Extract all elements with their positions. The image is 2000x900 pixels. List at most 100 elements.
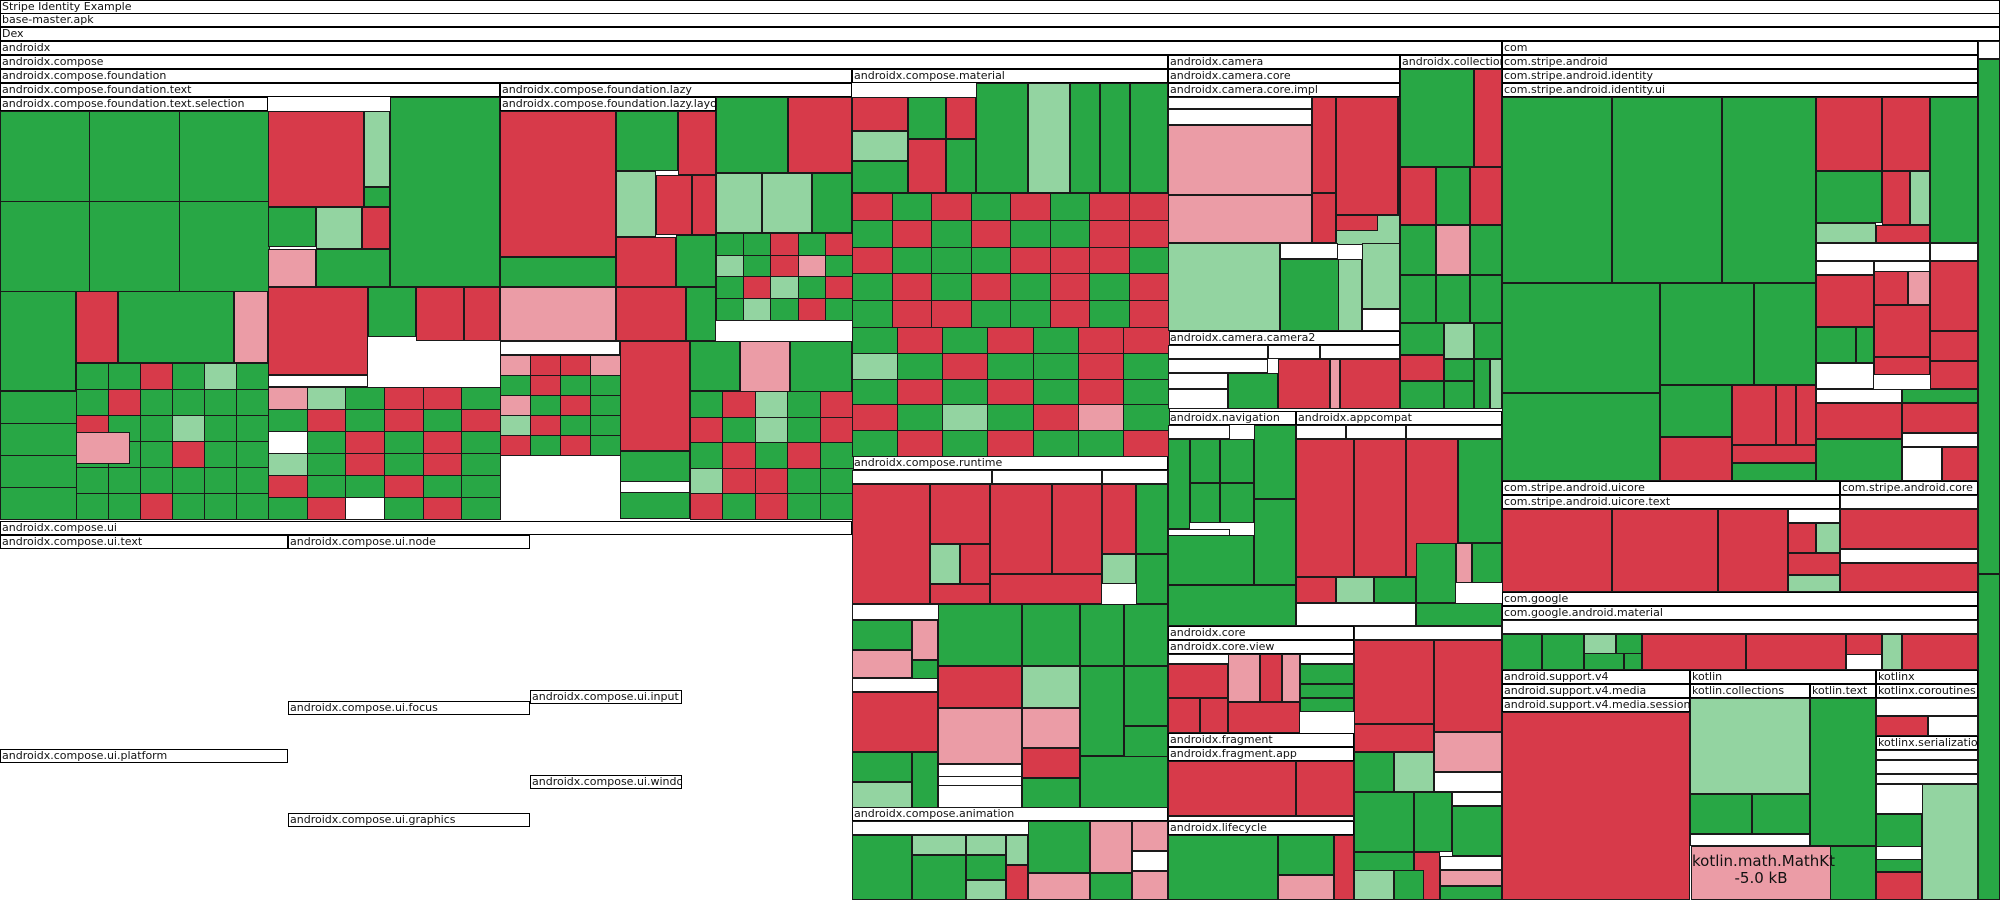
class-cell-471[interactable]: [1930, 331, 1978, 361]
class-cell-222[interactable]: [971, 247, 1012, 275]
class-cell-219[interactable]: [852, 247, 893, 275]
class-cell-200[interactable]: [1070, 83, 1100, 193]
class-cell-492[interactable]: [1612, 509, 1718, 592]
class-cell-266[interactable]: [942, 404, 989, 431]
class-cell-11[interactable]: [0, 423, 77, 456]
class-cell-370[interactable]: [1436, 275, 1470, 323]
class-cell-186[interactable]: [755, 493, 789, 520]
class-cell-307[interactable]: [1124, 666, 1168, 726]
class-cell-475[interactable]: [1660, 385, 1732, 437]
class-cell-449[interactable]: [1882, 97, 1930, 171]
class-cell-81[interactable]: [423, 431, 463, 454]
class-cell-270[interactable]: [1123, 404, 1170, 431]
class-cell-464[interactable]: [1874, 271, 1908, 305]
class-cell-108[interactable]: [616, 237, 676, 287]
class-cell-375[interactable]: [1400, 355, 1444, 381]
class-cell-50[interactable]: [76, 432, 130, 464]
class-cell-169[interactable]: [690, 417, 724, 444]
package-header[interactable]: androidx.navigation: [1168, 411, 1296, 425]
class-cell-509[interactable]: [1584, 634, 1616, 654]
class-cell-456[interactable]: [1816, 243, 1930, 261]
class-cell-216[interactable]: [1050, 220, 1091, 248]
package-header[interactable]: androidx.compose.ui.graphics: [288, 813, 530, 827]
class-cell-529[interactable]: [1876, 774, 1978, 784]
class-cell-517[interactable]: [1502, 712, 1690, 900]
class-cell-349[interactable]: [1362, 243, 1400, 309]
class-cell-220[interactable]: [892, 247, 933, 275]
class-cell-493[interactable]: [1718, 509, 1788, 592]
package-header[interactable]: androidx.compose.foundation.text.selecti…: [0, 97, 268, 111]
class-cell-462[interactable]: [1754, 283, 1816, 385]
class-cell-126[interactable]: [743, 276, 772, 299]
class-cell-439[interactable]: [1168, 835, 1278, 900]
class-cell-210[interactable]: [1129, 193, 1170, 221]
class-cell-514[interactable]: [1882, 634, 1902, 670]
package-header[interactable]: androidx.compose.foundation: [0, 69, 852, 83]
class-cell-369[interactable]: [1400, 275, 1436, 323]
class-cell-532[interactable]: [1922, 784, 1978, 900]
class-cell-247[interactable]: [1033, 327, 1080, 354]
class-cell-512[interactable]: [1746, 634, 1846, 670]
class-cell-76[interactable]: [461, 409, 501, 432]
class-cell-165[interactable]: [722, 391, 756, 418]
class-cell-159[interactable]: [590, 435, 621, 456]
class-cell-142[interactable]: [560, 355, 591, 376]
class-cell-445[interactable]: [1502, 97, 1612, 283]
class-cell-431[interactable]: [1414, 792, 1452, 852]
class-cell-275[interactable]: [1033, 430, 1080, 457]
class-cell-161[interactable]: [690, 341, 740, 391]
class-cell-168[interactable]: [820, 391, 854, 418]
class-cell-328[interactable]: [1028, 821, 1090, 873]
class-cell-478[interactable]: [1796, 385, 1816, 445]
package-header[interactable]: androidx.compose.ui.text: [0, 535, 288, 549]
class-cell-96[interactable]: [307, 497, 347, 520]
class-cell-380[interactable]: [1444, 381, 1474, 409]
class-cell-204[interactable]: [892, 193, 933, 221]
class-cell-359[interactable]: [1340, 359, 1400, 409]
package-header[interactable]: kotlinx: [1876, 670, 1978, 684]
class-cell-40[interactable]: [140, 467, 173, 494]
class-cell-330[interactable]: [1132, 821, 1168, 851]
class-cell-109[interactable]: [676, 235, 716, 287]
class-cell-82[interactable]: [461, 431, 501, 454]
class-cell-146[interactable]: [560, 375, 591, 396]
class-cell-87[interactable]: [423, 453, 463, 476]
class-cell-468[interactable]: [1856, 327, 1874, 363]
class-cell-149[interactable]: [530, 395, 561, 416]
package-header[interactable]: androidx.camera.core.impl: [1168, 83, 1400, 97]
class-cell-381[interactable]: [1168, 425, 1230, 439]
class-cell-277[interactable]: [1123, 430, 1170, 457]
class-cell-235[interactable]: [852, 300, 893, 328]
class-cell-476[interactable]: [1732, 385, 1776, 445]
class-cell-217[interactable]: [1089, 220, 1130, 248]
class-cell-341[interactable]: [1336, 97, 1398, 215]
class-cell-12[interactable]: [0, 455, 77, 488]
class-cell-97[interactable]: [345, 497, 385, 520]
class-cell-479[interactable]: [1816, 389, 1902, 403]
class-cell-241[interactable]: [1089, 300, 1130, 328]
class-cell-495[interactable]: [1840, 495, 1978, 509]
class-cell-400[interactable]: [1336, 577, 1374, 603]
class-cell-83[interactable]: [268, 453, 308, 476]
class-cell-52[interactable]: [364, 111, 390, 187]
class-cell-470[interactable]: [1874, 357, 1930, 375]
class-cell-316[interactable]: [1080, 756, 1168, 808]
class-cell-254[interactable]: [1033, 353, 1080, 380]
class-cell-278[interactable]: [852, 470, 992, 484]
class-cell-156[interactable]: [500, 435, 531, 456]
class-cell-526[interactable]: [1928, 716, 1978, 736]
class-cell-436[interactable]: [1440, 856, 1502, 870]
class-cell-89[interactable]: [268, 475, 308, 498]
class-cell-273[interactable]: [942, 430, 989, 457]
class-cell-276[interactable]: [1078, 430, 1125, 457]
class-cell-5[interactable]: [179, 201, 270, 292]
package-header[interactable]: androidx.compose.ui.window: [530, 775, 682, 789]
class-cell-181[interactable]: [755, 468, 789, 495]
class-cell-289[interactable]: [930, 584, 990, 604]
class-cell-38[interactable]: [76, 467, 109, 494]
class-cell-206[interactable]: [971, 193, 1012, 221]
class-cell-417[interactable]: [1354, 640, 1434, 724]
class-cell-73[interactable]: [345, 409, 385, 432]
class-cell-448[interactable]: [1816, 97, 1882, 171]
package-header[interactable]: com.stripe.android: [1502, 55, 1978, 69]
